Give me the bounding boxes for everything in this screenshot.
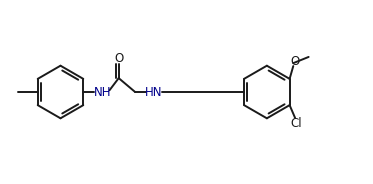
Text: NH: NH <box>94 86 111 98</box>
Text: O: O <box>114 52 123 65</box>
Text: O: O <box>291 55 300 68</box>
Text: Cl: Cl <box>290 117 302 130</box>
Text: HN: HN <box>145 86 163 98</box>
